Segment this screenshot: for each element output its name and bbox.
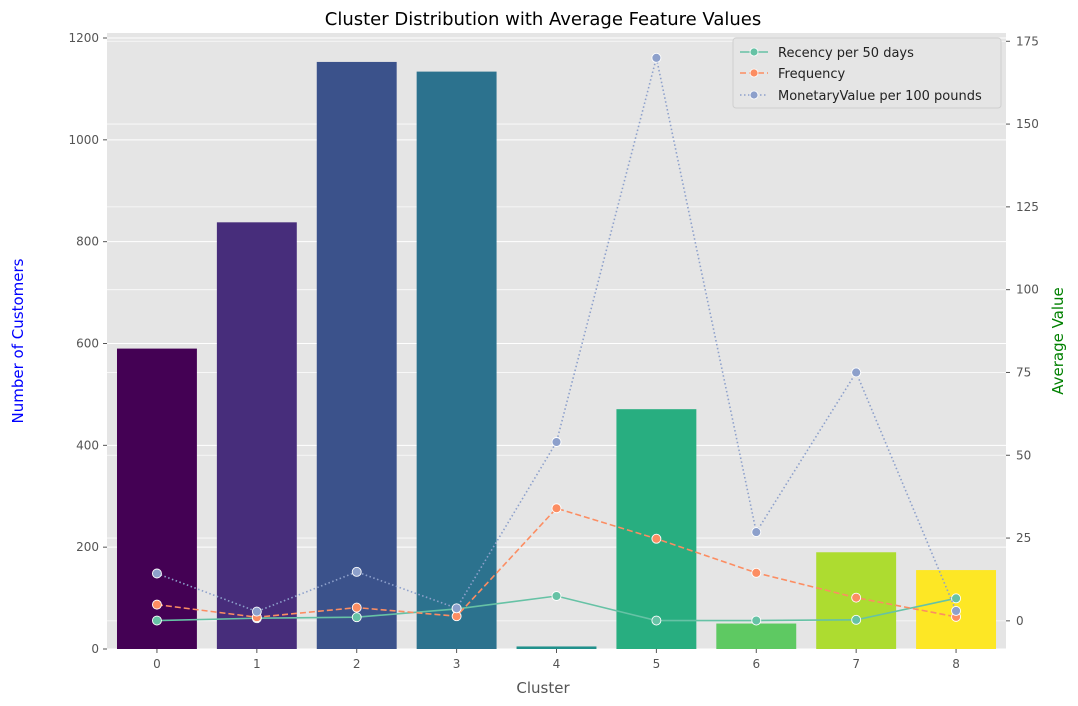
series-0-point-2	[351, 612, 362, 623]
x-tick-label-1: 1	[253, 657, 261, 671]
legend-label-frequency: Frequency	[778, 67, 845, 82]
x-tick-label-8: 8	[952, 657, 960, 671]
series-0-point-0	[151, 615, 162, 626]
left-y-ticks: 0 200 400 600 800 1000 1200	[68, 31, 107, 656]
right-tick-label-125: 125	[1016, 200, 1039, 214]
left-tick-label-1200: 1200	[68, 31, 99, 45]
series-2-point-7	[851, 367, 862, 378]
left-tick-label-1000: 1000	[68, 133, 99, 147]
legend-entry-monetary: MonetaryValue per 100 pounds	[740, 89, 982, 104]
x-tick-label-7: 7	[852, 657, 860, 671]
bar-cluster-2	[316, 61, 397, 649]
left-tick-label-400: 400	[76, 438, 99, 452]
series-2-point-0	[151, 568, 162, 579]
x-tick-label-4: 4	[553, 657, 561, 671]
right-tick-label-75: 75	[1016, 365, 1031, 379]
x-tick-label-0: 0	[153, 657, 161, 671]
bar-cluster-1	[216, 222, 297, 649]
legend-label-recency: Recency per 50 days	[778, 46, 914, 61]
x-tick-label-5: 5	[653, 657, 661, 671]
right-tick-label-50: 50	[1016, 448, 1031, 462]
right-y-ticks: 0 25 50 75 100 125 150 175	[1006, 34, 1039, 628]
series-0-point-6	[751, 615, 762, 626]
series-2-point-5	[651, 52, 662, 63]
right-tick-label-150: 150	[1016, 117, 1039, 131]
series-2-point-8	[951, 605, 962, 616]
series-1-point-6	[751, 567, 762, 578]
bar-cluster-4	[516, 646, 597, 649]
series-2-point-1	[251, 606, 262, 617]
chart-title: Cluster Distribution with Average Featur…	[325, 9, 761, 30]
right-tick-label-100: 100	[1016, 283, 1039, 297]
x-tick-label-6: 6	[752, 657, 760, 671]
bar-cluster-6	[716, 623, 797, 649]
series-lines	[151, 52, 962, 626]
x-axis-label: Cluster	[516, 679, 570, 697]
series-2-point-4	[551, 437, 562, 447]
series-1-point-7	[851, 592, 862, 603]
series-1-point-0	[151, 599, 162, 610]
left-y-axis-label: Number of Customers	[9, 258, 27, 423]
series-1-point-2	[351, 602, 362, 613]
legend-marker-monetary	[749, 90, 759, 100]
series-0-point-8	[951, 593, 962, 604]
series-1-point-5	[651, 533, 662, 544]
left-tick-label-800: 800	[76, 235, 99, 249]
series-2-point-6	[751, 527, 762, 538]
series-0-point-5	[651, 615, 662, 626]
legend-label-monetary: MonetaryValue per 100 pounds	[778, 89, 982, 104]
left-tick-label-0: 0	[91, 642, 99, 656]
right-y-axis-label: Average Value	[1049, 287, 1067, 395]
right-tick-label-25: 25	[1016, 531, 1031, 545]
legend: Recency per 50 days Frequency MonetaryVa…	[732, 37, 1002, 109]
series-2-point-3	[451, 603, 462, 614]
bar-cluster-0	[116, 348, 197, 649]
bar-cluster-5	[616, 409, 697, 649]
bar-cluster-3	[416, 71, 497, 650]
series-0-point-7	[851, 614, 862, 625]
x-ticks: 0 1 2 3 4 5 6 7 8	[153, 649, 960, 671]
x-tick-label-2: 2	[353, 657, 361, 671]
series-0-point-4	[551, 591, 562, 601]
legend-marker-frequency	[749, 68, 759, 78]
legend-entry-recency: Recency per 50 days	[740, 46, 914, 61]
x-tick-label-3: 3	[453, 657, 461, 671]
legend-entry-frequency: Frequency	[740, 67, 845, 82]
legend-box	[732, 37, 1002, 109]
series-1-point-4	[551, 503, 562, 514]
left-tick-label-600: 600	[76, 337, 99, 351]
right-tick-label-0: 0	[1016, 614, 1024, 628]
right-tick-label-175: 175	[1016, 34, 1039, 48]
series-2-point-2	[351, 566, 362, 577]
left-tick-label-200: 200	[76, 540, 99, 554]
legend-marker-recency	[749, 47, 759, 57]
